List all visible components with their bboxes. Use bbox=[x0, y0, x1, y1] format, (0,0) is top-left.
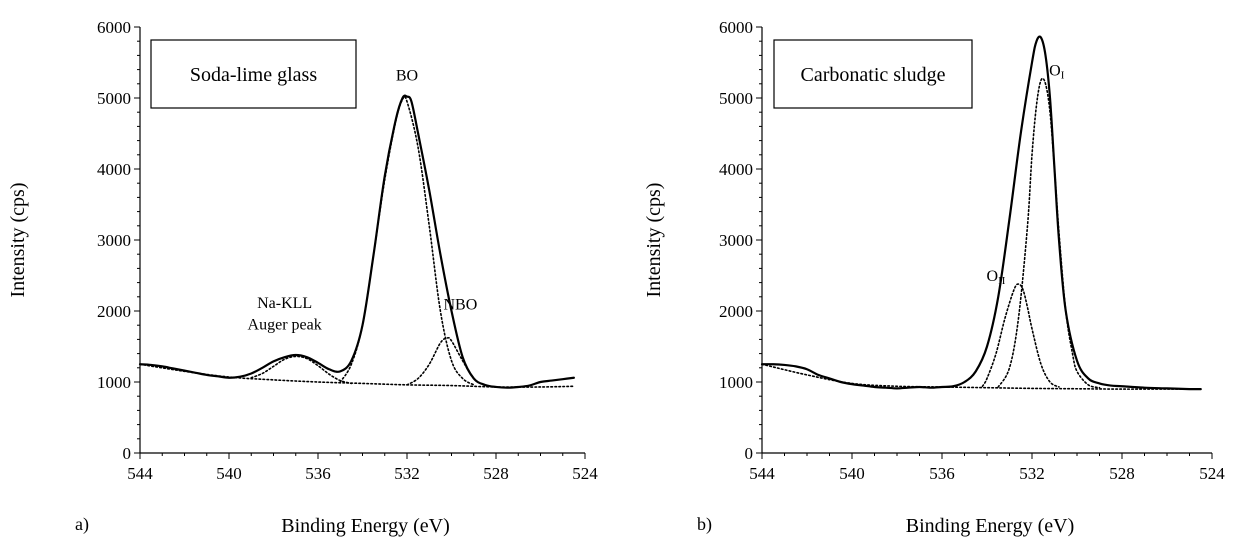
panel-label: a) bbox=[75, 514, 89, 535]
x-tick-label: 540 bbox=[839, 464, 865, 483]
y-tick-label: 2000 bbox=[97, 302, 131, 321]
y-axis-label: Intensity (cps) bbox=[7, 183, 29, 298]
peak-annotation: NBO bbox=[444, 297, 478, 314]
x-axis-label: Binding Energy (eV) bbox=[281, 515, 450, 537]
y-tick-label: 1000 bbox=[97, 373, 131, 392]
chart-panel-a: 0 1000 2000 3000 4000 5000 6000 544 540 536 532 528… bbox=[7, 18, 598, 537]
fit-component-line-1 bbox=[761, 363, 1202, 390]
x-tick-label: 536 bbox=[929, 464, 955, 483]
x-axis-label: Binding Energy (eV) bbox=[906, 515, 1075, 537]
y-tick-label: 4000 bbox=[719, 160, 753, 179]
fit-component-line-4 bbox=[406, 336, 486, 387]
y-tick-label: 6000 bbox=[719, 18, 753, 37]
fit-component-line-2 bbox=[981, 283, 1060, 388]
title-box bbox=[150, 39, 357, 109]
peak-annotation: Na-KLL bbox=[257, 295, 312, 312]
x-tick-label: 540 bbox=[216, 464, 242, 483]
fit-component-line-1 bbox=[139, 363, 575, 388]
peak-annotation: OI bbox=[1049, 62, 1065, 81]
panel-label: b) bbox=[697, 514, 712, 535]
fit-component-line-3 bbox=[339, 95, 475, 386]
y-axis-label: Intensity (cps) bbox=[643, 183, 665, 298]
x-tick-label: 536 bbox=[305, 464, 331, 483]
y-tick-label: 1000 bbox=[719, 373, 753, 392]
peak-annotation: Auger peak bbox=[248, 316, 322, 333]
x-tick-label: 524 bbox=[1199, 464, 1225, 483]
y-tick-label: 5000 bbox=[719, 89, 753, 108]
chart-panel-b: 0 1000 2000 3000 4000 5000 6000 544 540 536 532 528… bbox=[643, 18, 1225, 537]
y-tick-label: 3000 bbox=[719, 231, 753, 250]
y-tick-label: 3000 bbox=[97, 231, 131, 250]
chart-title: Soda-lime glass bbox=[190, 64, 317, 86]
x-tick-label: 528 bbox=[1109, 464, 1135, 483]
spectrum-line bbox=[760, 35, 1202, 391]
y-tick-label: 2000 bbox=[719, 302, 753, 321]
x-tick-label: 544 bbox=[127, 464, 153, 483]
x-tick-label: 528 bbox=[483, 464, 509, 483]
x-tick-label: 532 bbox=[1019, 464, 1045, 483]
chart-title: Carbonatic sludge bbox=[801, 64, 946, 86]
fit-component-line-2 bbox=[250, 355, 353, 385]
y-tick-label: 6000 bbox=[97, 18, 131, 37]
x-tick-label: 532 bbox=[394, 464, 420, 483]
x-tick-label: 544 bbox=[749, 464, 775, 483]
spectrum-line bbox=[138, 94, 575, 389]
y-tick-label: 5000 bbox=[97, 89, 131, 108]
y-tick-label: 0 bbox=[123, 444, 132, 463]
peak-annotation: BO bbox=[396, 67, 418, 84]
y-tick-label: 0 bbox=[745, 444, 754, 463]
y-tick-label: 4000 bbox=[97, 160, 131, 179]
fit-component-line-3 bbox=[997, 77, 1101, 389]
title-box bbox=[773, 39, 973, 109]
x-tick-label: 524 bbox=[572, 464, 598, 483]
